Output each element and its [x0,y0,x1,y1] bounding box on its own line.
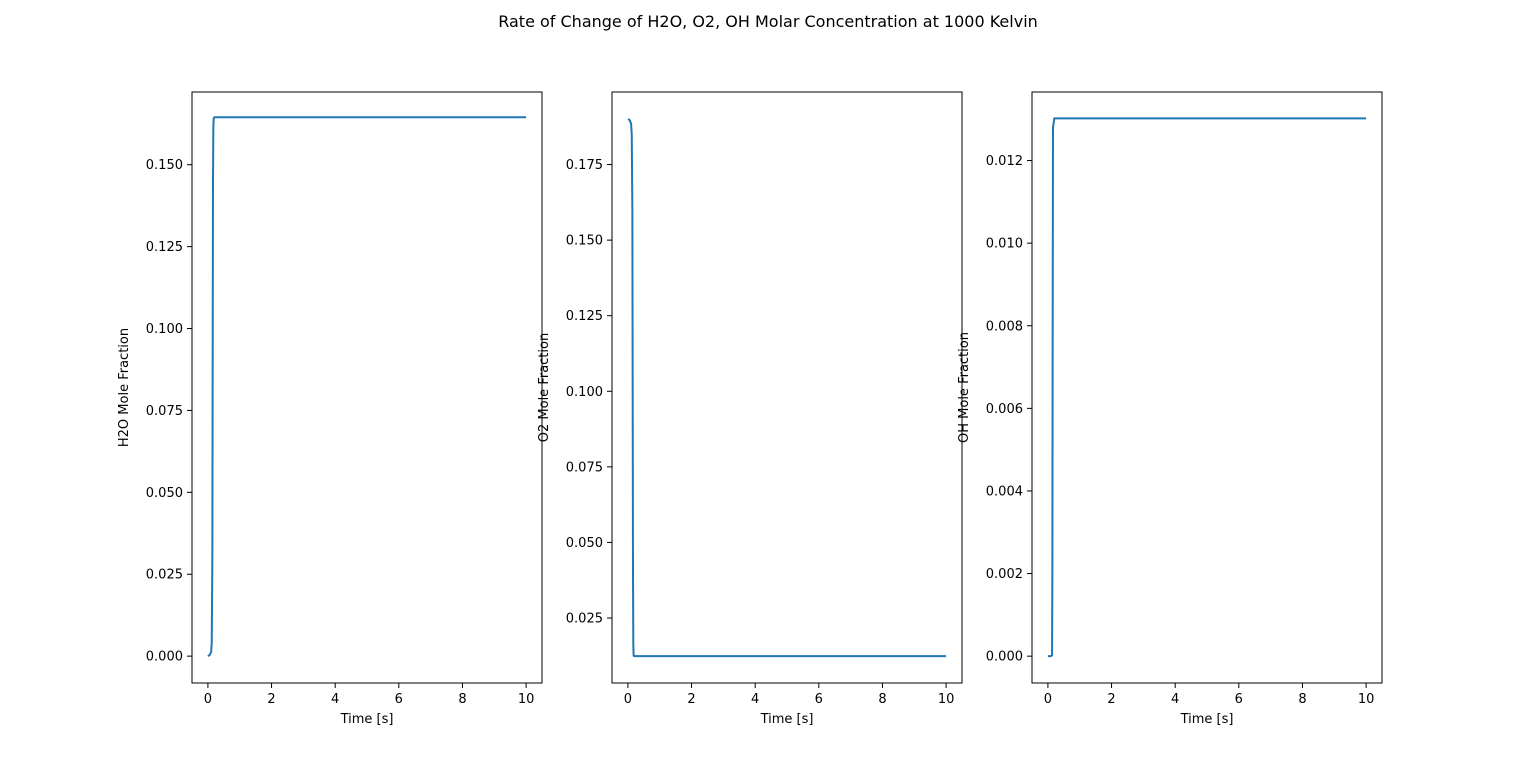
h2o-series-line [207,116,527,657]
figure-title: Rate of Change of H2O, O2, OH Molar Conc… [498,12,1038,31]
oh-x-tick-label: 4 [1171,692,1179,707]
oh-y-tick-label: 0.006 [986,402,1023,417]
o2-x-tick-label: 8 [878,692,886,707]
o2-y-axis-label: O2 Mole Fraction [537,333,552,442]
h2o-y-axis-label: H2O Mole Fraction [117,328,132,447]
oh-y-tick-label: 0.002 [986,567,1023,582]
oh-y-axis-label: OH Mole Fraction [957,332,972,443]
h2o-axes-frame [191,91,543,684]
oh-axes-frame [1031,91,1383,684]
h2o-y-tick-label: 0.000 [146,650,183,665]
h2o-x-tick-label: 0 [204,692,212,707]
h2o-y-tick-label: 0.100 [146,322,183,337]
oh-x-tick-label: 6 [1235,692,1243,707]
o2-panel: 0 2 4 6 8 10 0.025 0.050 0.075 0.100 0.125 0.150 0.1… [537,91,963,727]
oh-y-tick-label: 0.012 [986,154,1023,169]
o2-y-tick-label: 0.050 [566,536,603,551]
h2o-y-tick-label: 0.125 [146,240,183,255]
o2-y-tick-label: 0.125 [566,309,603,324]
oh-x-tick-label: 10 [1358,692,1375,707]
h2o-x-axis-label: Time [s] [340,712,394,727]
oh-y-tick-label: 0.004 [986,484,1023,499]
o2-x-tick-label: 4 [751,692,759,707]
o2-x-tick-label: 0 [624,692,632,707]
h2o-y-tick-label: 0.050 [146,486,183,501]
o2-y-tick-label: 0.150 [566,234,603,249]
o2-y-tick-label: 0.075 [566,460,603,475]
h2o-y-tick-label: 0.075 [146,404,183,419]
oh-x-axis-label: Time [s] [1180,712,1234,727]
h2o-x-tick-label: 8 [458,692,466,707]
h2o-x-tick-label: 2 [267,692,275,707]
oh-y-tick-label: 0.010 [986,237,1023,252]
oh-y-tick-label: 0.008 [986,319,1023,334]
o2-y-tick-label: 0.100 [566,385,603,400]
oh-y-tick-label: 0.000 [986,650,1023,665]
h2o-x-tick-label: 6 [395,692,403,707]
h2o-x-tick-label: 10 [518,692,535,707]
h2o-x-tick-label: 4 [331,692,339,707]
o2-series-line [627,118,947,658]
oh-x-tick-label: 8 [1298,692,1306,707]
o2-y-tick-label: 0.175 [566,158,603,173]
h2o-y-tick-label: 0.025 [146,568,183,583]
oh-x-tick-label: 0 [1044,692,1052,707]
o2-x-tick-label: 6 [815,692,823,707]
o2-x-tick-label: 2 [687,692,695,707]
oh-x-tick-label: 2 [1107,692,1115,707]
o2-x-tick-label: 10 [938,692,955,707]
o2-x-axis-label: Time [s] [760,712,814,727]
o2-y-tick-label: 0.025 [566,612,603,627]
h2o-panel: 0 2 4 6 8 10 0.000 0.025 0.050 0.075 0.100 0.125 0.1… [117,91,543,727]
o2-axes-frame [611,91,963,684]
h2o-y-tick-label: 0.150 [146,158,183,173]
oh-panel: 0 2 4 6 8 10 0.000 0.002 0.004 0.006 0.008 0.010 0.0… [957,91,1383,727]
oh-series-line [1047,117,1367,658]
